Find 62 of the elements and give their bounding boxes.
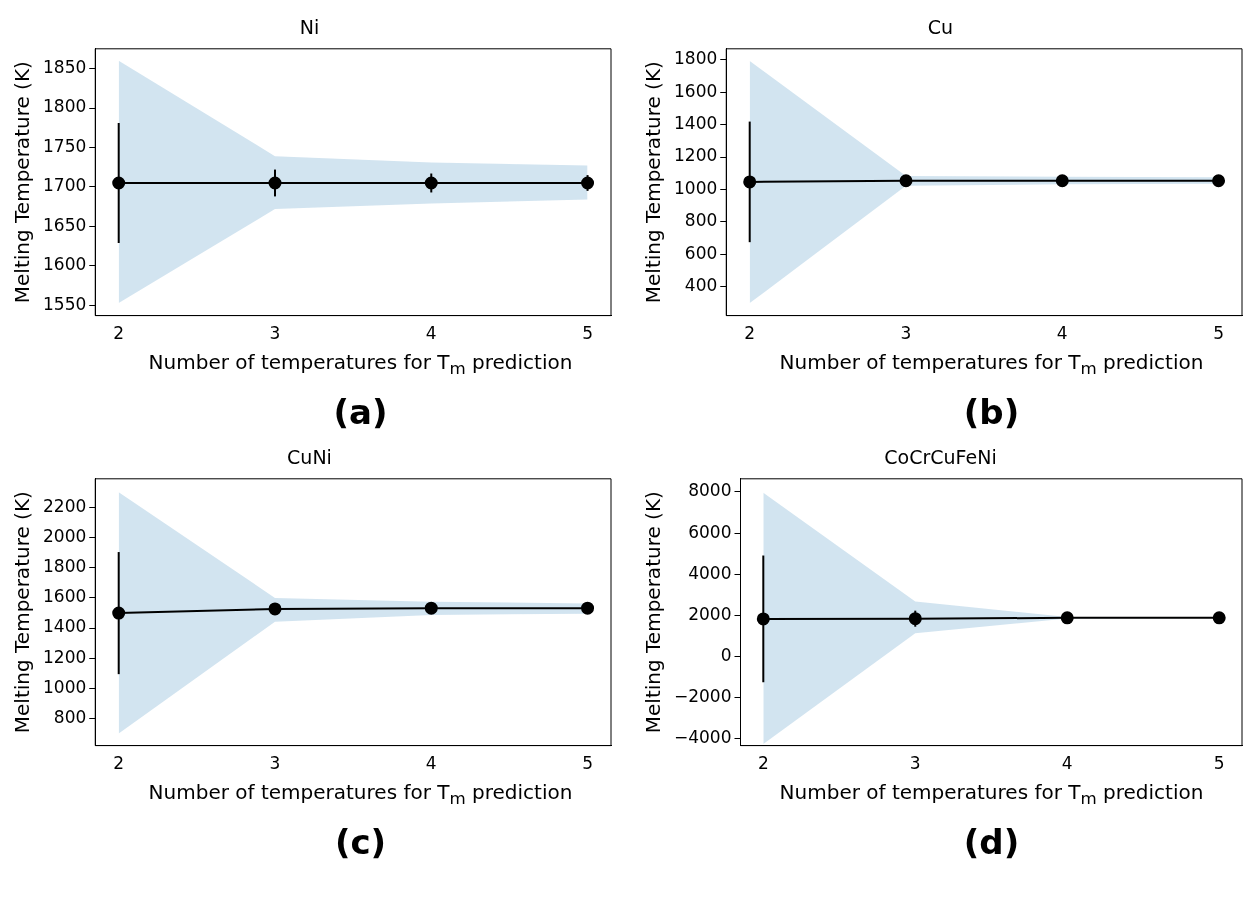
text: (b) <box>962 392 1021 432</box>
x-tick-label: 2 <box>744 323 756 344</box>
y-axis-title: Melting Temperature (K) <box>10 491 35 734</box>
x-tick-label: 3 <box>269 323 281 344</box>
y-tick-label: 2000 <box>688 603 732 624</box>
y-tick-label: 800 <box>684 210 718 231</box>
text: (a) <box>332 392 389 432</box>
y-tick-label: 4000 <box>688 562 732 583</box>
y-tick-label: 1600 <box>43 586 87 607</box>
x-tick-label: 5 <box>582 323 593 344</box>
y-tick-label: 1200 <box>43 646 87 667</box>
y-tick-label: 1550 <box>43 293 87 314</box>
y-tick-label: 1800 <box>43 96 87 117</box>
x-axis-title: Number of temperatures for T$_{m}$ prediction <box>778 780 1205 808</box>
x-tick-label: 4 <box>425 753 437 774</box>
y-tick-label: 1650 <box>43 214 87 235</box>
x-tick-label: 4 <box>1056 323 1068 344</box>
y-tick-label: 1750 <box>43 135 87 156</box>
y-tick-label: 1700 <box>43 175 87 196</box>
text: (c) <box>333 822 388 862</box>
x-tick-label: 5 <box>582 753 593 774</box>
y-tick-label: 2000 <box>43 526 87 547</box>
y-tick-label: −4000 <box>673 727 732 748</box>
x-axis-title: Number of temperatures for T$_{m}$ prediction <box>147 350 574 378</box>
y-tick-label: 1400 <box>674 113 718 134</box>
y-tick-label: 1800 <box>43 556 87 577</box>
chart-title: Ni <box>299 16 320 39</box>
x-tick-label: 2 <box>757 753 769 774</box>
x-tick-label: 3 <box>900 323 912 344</box>
x-tick-label: 4 <box>1061 753 1073 774</box>
y-tick-label: 0 <box>720 644 732 665</box>
y-axis-title: Melting Temperature (K) <box>641 491 666 734</box>
text: (d) <box>962 822 1021 862</box>
y-tick-label: 800 <box>53 706 87 727</box>
x-tick-label: 3 <box>909 753 921 774</box>
chart-title: Cu <box>927 16 954 39</box>
chart-title: CoCrCuFeNi <box>884 446 997 469</box>
x-tick-label: 2 <box>113 753 125 774</box>
x-tick-label: 5 <box>1213 323 1224 344</box>
x-axis-title: Number of temperatures for T$_{m}$ prediction <box>778 350 1205 378</box>
x-tick-label: 2 <box>113 323 125 344</box>
y-tick-label: −2000 <box>673 686 732 707</box>
y-tick-label: 1800 <box>674 48 718 69</box>
x-tick-label: 3 <box>269 753 281 774</box>
y-tick-label: 2200 <box>43 495 87 516</box>
x-axis-title: Number of temperatures for T$_{m}$ prediction <box>147 780 574 808</box>
y-axis-title: Melting Temperature (K) <box>641 61 666 304</box>
y-tick-label: 1600 <box>674 80 718 101</box>
y-tick-label: 6000 <box>688 521 732 542</box>
y-tick-label: 1600 <box>43 254 87 275</box>
y-axis-title: Melting Temperature (K) <box>10 61 35 304</box>
y-tick-label: 400 <box>684 275 718 296</box>
y-tick-label: 1000 <box>43 676 87 697</box>
y-tick-label: 1000 <box>674 177 718 198</box>
chart-title: CuNi <box>287 446 332 469</box>
y-tick-label: 8000 <box>688 480 732 501</box>
y-tick-label: 1200 <box>674 145 718 166</box>
x-tick-label: 4 <box>425 323 437 344</box>
y-tick-label: 1400 <box>43 616 87 637</box>
x-tick-label: 5 <box>1213 753 1225 774</box>
y-tick-label: 1850 <box>43 56 87 77</box>
y-tick-label: 600 <box>684 242 718 263</box>
